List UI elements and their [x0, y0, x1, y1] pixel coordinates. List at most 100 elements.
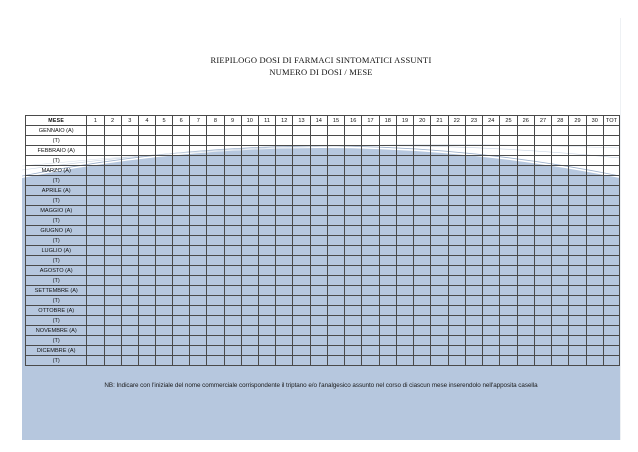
dose-cell[interactable]	[257, 275, 277, 286]
dose-cell[interactable]	[257, 215, 277, 226]
dose-cell[interactable]	[103, 205, 122, 216]
dose-cell[interactable]	[378, 265, 397, 276]
dose-cell[interactable]	[206, 355, 225, 366]
dose-cell[interactable]	[275, 315, 294, 326]
dose-cell[interactable]	[275, 205, 294, 216]
dose-cell[interactable]	[206, 205, 225, 216]
dose-cell[interactable]	[395, 275, 415, 286]
dose-cell[interactable]	[430, 265, 449, 276]
dose-cell[interactable]	[533, 235, 553, 246]
dose-cell[interactable]	[378, 295, 397, 306]
dose-cell[interactable]	[189, 215, 208, 226]
dose-cell[interactable]	[568, 155, 587, 166]
dose-cell[interactable]	[585, 275, 604, 286]
dose-cell[interactable]	[240, 175, 259, 186]
total-cell[interactable]	[602, 315, 620, 326]
dose-cell[interactable]	[86, 275, 105, 286]
dose-cell[interactable]	[275, 235, 294, 246]
dose-cell[interactable]	[499, 135, 518, 146]
dose-cell[interactable]	[447, 285, 466, 296]
dose-cell[interactable]	[309, 325, 328, 336]
dose-cell[interactable]	[86, 125, 105, 136]
dose-cell[interactable]	[172, 185, 191, 196]
dose-cell[interactable]	[378, 185, 397, 196]
dose-cell[interactable]	[137, 345, 156, 356]
dose-cell[interactable]	[430, 325, 449, 336]
dose-cell[interactable]	[447, 345, 466, 356]
dose-cell[interactable]	[206, 235, 225, 246]
dose-cell[interactable]	[275, 335, 294, 346]
dose-cell[interactable]	[430, 355, 449, 366]
dose-cell[interactable]	[206, 135, 225, 146]
dose-cell[interactable]	[223, 205, 242, 216]
dose-cell[interactable]	[533, 285, 553, 296]
dose-cell[interactable]	[223, 235, 242, 246]
total-cell[interactable]	[602, 225, 620, 236]
dose-cell[interactable]	[430, 225, 449, 236]
dose-cell[interactable]	[137, 175, 156, 186]
dose-cell[interactable]	[568, 325, 587, 336]
dose-cell[interactable]	[257, 135, 277, 146]
dose-cell[interactable]	[551, 215, 570, 226]
dose-cell[interactable]	[361, 355, 380, 366]
dose-cell[interactable]	[137, 235, 156, 246]
dose-cell[interactable]	[378, 165, 397, 176]
dose-cell[interactable]	[516, 325, 535, 336]
dose-cell[interactable]	[223, 285, 242, 296]
dose-cell[interactable]	[275, 175, 294, 186]
dose-cell[interactable]	[86, 335, 105, 346]
dose-cell[interactable]	[172, 155, 191, 166]
dose-cell[interactable]	[499, 315, 518, 326]
dose-cell[interactable]	[499, 205, 518, 216]
dose-cell[interactable]	[516, 355, 535, 366]
dose-cell[interactable]	[413, 145, 432, 156]
dose-cell[interactable]	[292, 275, 311, 286]
dose-cell[interactable]	[137, 155, 156, 166]
dose-cell[interactable]	[86, 295, 105, 306]
dose-cell[interactable]	[585, 345, 604, 356]
dose-cell[interactable]	[344, 235, 363, 246]
dose-cell[interactable]	[430, 275, 449, 286]
dose-cell[interactable]	[533, 215, 553, 226]
total-cell[interactable]	[602, 255, 620, 266]
dose-cell[interactable]	[137, 225, 156, 236]
dose-cell[interactable]	[430, 345, 449, 356]
dose-cell[interactable]	[516, 195, 535, 206]
dose-cell[interactable]	[413, 215, 432, 226]
dose-cell[interactable]	[172, 335, 191, 346]
dose-cell[interactable]	[120, 295, 139, 306]
dose-cell[interactable]	[326, 275, 346, 286]
dose-cell[interactable]	[568, 335, 587, 346]
dose-cell[interactable]	[430, 235, 449, 246]
dose-cell[interactable]	[464, 135, 484, 146]
dose-cell[interactable]	[361, 255, 380, 266]
dose-cell[interactable]	[344, 275, 363, 286]
dose-cell[interactable]	[568, 265, 587, 276]
dose-cell[interactable]	[361, 305, 380, 316]
dose-cell[interactable]	[378, 355, 397, 366]
dose-cell[interactable]	[378, 155, 397, 166]
total-cell[interactable]	[602, 275, 620, 286]
dose-cell[interactable]	[86, 165, 105, 176]
dose-cell[interactable]	[395, 215, 415, 226]
dose-cell[interactable]	[86, 215, 105, 226]
dose-cell[interactable]	[103, 285, 122, 296]
dose-cell[interactable]	[413, 205, 432, 216]
dose-cell[interactable]	[395, 125, 415, 136]
dose-cell[interactable]	[103, 265, 122, 276]
dose-cell[interactable]	[430, 295, 449, 306]
dose-cell[interactable]	[172, 175, 191, 186]
dose-cell[interactable]	[464, 245, 484, 256]
dose-cell[interactable]	[533, 195, 553, 206]
dose-cell[interactable]	[223, 175, 242, 186]
dose-cell[interactable]	[172, 145, 191, 156]
dose-cell[interactable]	[137, 305, 156, 316]
dose-cell[interactable]	[240, 335, 259, 346]
dose-cell[interactable]	[86, 315, 105, 326]
dose-cell[interactable]	[292, 235, 311, 246]
dose-cell[interactable]	[568, 285, 587, 296]
dose-cell[interactable]	[120, 185, 139, 196]
dose-cell[interactable]	[516, 215, 535, 226]
dose-cell[interactable]	[430, 255, 449, 266]
dose-cell[interactable]	[172, 225, 191, 236]
